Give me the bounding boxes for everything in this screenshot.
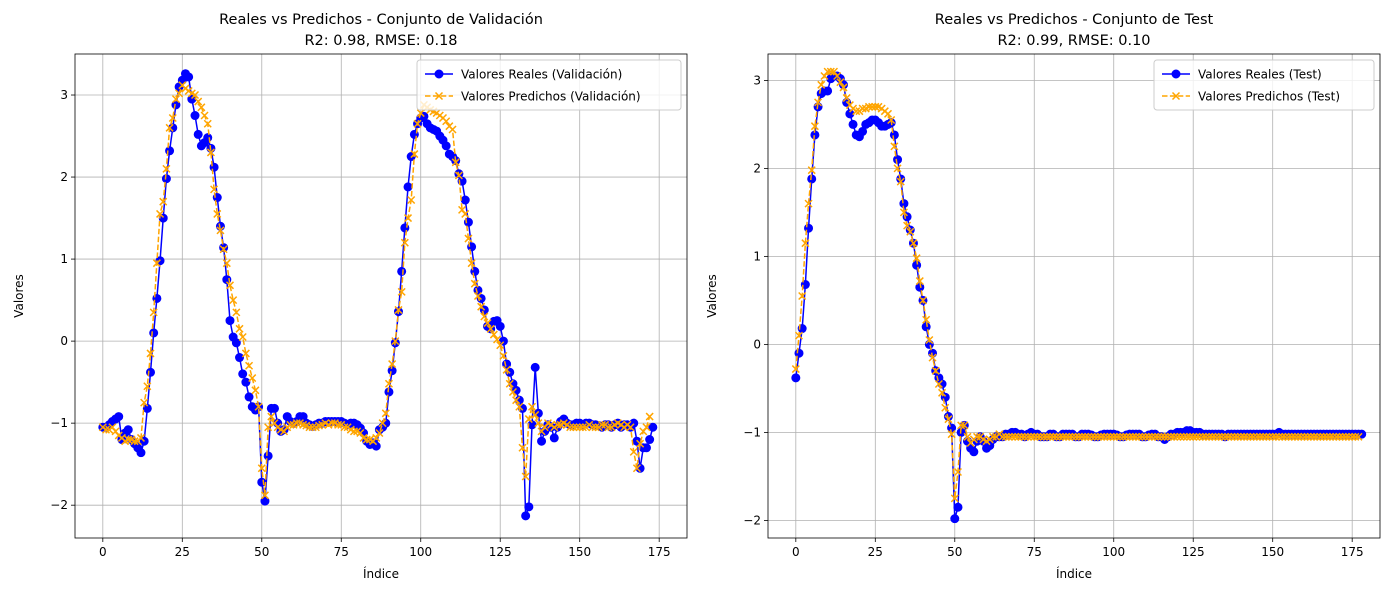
y-tick-label: −1	[743, 425, 761, 439]
y-axis-label: Valores	[12, 274, 26, 318]
data-point	[204, 134, 212, 142]
data-point	[642, 444, 650, 452]
x-tick-label: 75	[1027, 545, 1042, 559]
y-axis-label: Valores	[705, 274, 719, 318]
data-point	[792, 374, 800, 382]
x-axis-label: Índice	[363, 566, 399, 581]
data-point	[258, 478, 266, 486]
chart-title: Reales vs Predichos - Conjunto de Valida…	[219, 12, 543, 28]
chart-title: Reales vs Predichos - Conjunto de Test	[935, 12, 1214, 28]
data-point	[185, 73, 193, 81]
chart-validation: 0 25 50 75 100 125 150 175 −2 −1 0 1 2 3 Índice Valores…	[12, 12, 687, 581]
y-tick-label: 0	[753, 337, 761, 351]
y-tick-label: 2	[753, 161, 761, 175]
x-tick-label: 175	[648, 545, 671, 559]
x-tick-label: 25	[868, 545, 883, 559]
data-point	[461, 196, 469, 204]
legend: Valores Reales (Test) Valores Predichos (…	[1154, 60, 1374, 110]
data-point	[124, 426, 132, 434]
data-point	[951, 515, 959, 523]
data-point	[194, 130, 202, 138]
y-tick-label: −2	[50, 498, 68, 512]
data-point	[849, 120, 857, 128]
data-point	[531, 363, 539, 371]
data-point	[137, 449, 145, 457]
data-point	[226, 317, 234, 325]
data-point	[550, 434, 558, 442]
x-tick-label: 100	[409, 545, 432, 559]
data-point	[894, 156, 902, 164]
chart-test: 0 25 50 75 100 125 150 175 −2 −1 0 1 2 3 Índice Valores…	[705, 12, 1380, 581]
data-point	[496, 322, 504, 330]
legend-label: Valores Predichos (Test)	[1198, 90, 1340, 104]
data-point	[264, 452, 272, 460]
plot-area	[768, 54, 1380, 538]
data-point	[442, 142, 450, 150]
chart-subtitle: R2: 0.99, RMSE: 0.10	[997, 33, 1150, 49]
data-point	[166, 147, 174, 155]
data-point	[242, 378, 250, 386]
x-tick-label: 50	[254, 545, 269, 559]
x-tick-label: 50	[947, 545, 962, 559]
x-tick-label: 150	[568, 545, 591, 559]
data-point	[239, 370, 247, 378]
y-tick-label: 1	[60, 252, 68, 266]
x-tick-label: 75	[334, 545, 349, 559]
y-tick-label: 1	[753, 249, 761, 263]
data-point	[525, 503, 533, 511]
data-point	[115, 413, 123, 421]
x-tick-label: 100	[1102, 545, 1125, 559]
data-point	[795, 349, 803, 357]
data-point	[150, 329, 158, 337]
y-tick-label: −1	[50, 416, 68, 430]
legend-label: Valores Predichos (Validación)	[461, 90, 641, 104]
x-tick-label: 25	[175, 545, 190, 559]
legend-marker	[435, 70, 443, 78]
y-tick-label: −2	[743, 513, 761, 527]
y-tick-label: 2	[60, 170, 68, 184]
data-point	[890, 131, 898, 139]
x-tick-label: 150	[1261, 545, 1284, 559]
legend-label: Valores Reales (Test)	[1198, 68, 1322, 82]
data-point	[191, 112, 199, 120]
x-axis-label: Índice	[1056, 566, 1092, 581]
data-point	[245, 393, 253, 401]
data-point	[538, 437, 546, 445]
x-tick-label: 125	[489, 545, 512, 559]
data-point	[954, 503, 962, 511]
x-tick-label: 0	[99, 545, 107, 559]
y-tick-label: 3	[753, 73, 761, 87]
chart-subtitle: R2: 0.98, RMSE: 0.18	[304, 33, 457, 49]
data-point	[646, 436, 654, 444]
x-tick-label: 0	[792, 545, 800, 559]
legend: Valores Reales (Validación) Valores Predi…	[417, 60, 681, 110]
legend-label: Valores Reales (Validación)	[461, 68, 622, 82]
y-tick-label: 3	[60, 88, 68, 102]
legend-marker	[1172, 70, 1180, 78]
data-point	[404, 183, 412, 191]
data-point	[522, 512, 530, 520]
y-tick-label: 0	[60, 334, 68, 348]
data-point	[970, 448, 978, 456]
data-point	[236, 354, 244, 362]
data-point	[216, 222, 224, 230]
data-point	[398, 267, 406, 275]
x-tick-label: 125	[1182, 545, 1205, 559]
plot-area	[75, 54, 687, 538]
data-point	[270, 404, 278, 412]
x-tick-label: 175	[1341, 545, 1364, 559]
